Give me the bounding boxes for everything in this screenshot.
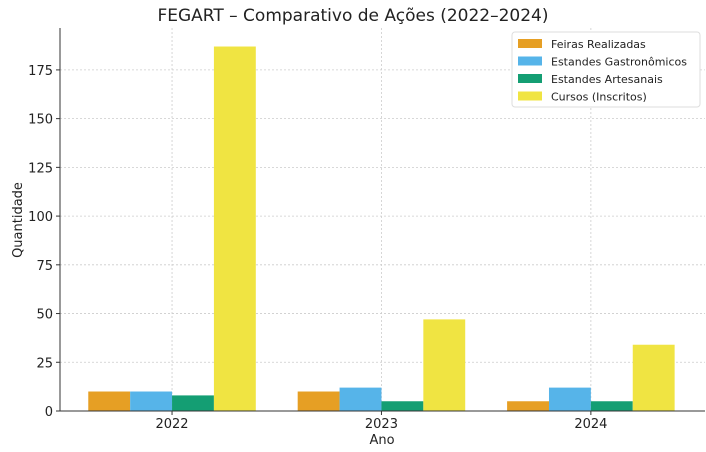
bar-cursos-inscritos--2022 [213, 46, 256, 411]
y-tick-label: 50 [36, 308, 53, 323]
chart-title: FEGART – Comparativo de Ações (2022–2024… [157, 6, 548, 26]
y-axis-label: Quantidade [11, 182, 26, 258]
bar-estandes-artesanais-2024 [590, 401, 633, 411]
legend-label: Feiras Realizadas [551, 38, 646, 51]
y-tick-label: 150 [28, 113, 53, 128]
x-tick-label: 2022 [155, 417, 188, 432]
y-tick-label: 100 [28, 210, 53, 225]
bar-feiras-realizadas-2022 [88, 391, 131, 411]
bar-estandes-artesanais-2023 [381, 401, 424, 411]
bar-feiras-realizadas-2024 [507, 401, 549, 411]
legend-box [511, 31, 701, 108]
bar-feiras-realizadas-2023 [297, 391, 340, 411]
y-tick-label: 175 [28, 64, 53, 79]
y-tick-label: 75 [36, 259, 53, 274]
bar-estandes-gastron-micos-2022 [130, 391, 173, 411]
bar-cursos-inscritos--2023 [423, 319, 466, 411]
bar-estandes-gastron-micos-2024 [548, 387, 591, 411]
legend-label: Estandes Gastronômicos [551, 56, 687, 69]
legend-swatch [518, 74, 542, 83]
y-tick-label: 0 [45, 405, 53, 420]
x-axis-label: Ano [369, 433, 394, 448]
y-tick-label: 25 [36, 356, 53, 371]
bar-cursos-inscritos--2024 [632, 344, 675, 411]
legend-label: Estandes Artesanais [551, 73, 663, 86]
bar-estandes-artesanais-2022 [172, 395, 214, 411]
x-tick-label: 2024 [574, 417, 607, 432]
legend-swatch [518, 39, 542, 48]
bar-estandes-gastron-micos-2023 [339, 387, 382, 411]
legend-swatch [518, 56, 542, 66]
y-tick-label: 125 [28, 161, 53, 176]
legend-label: Cursos (Inscritos) [551, 91, 647, 104]
legend-swatch [518, 91, 542, 101]
x-tick-label: 2023 [365, 417, 398, 432]
